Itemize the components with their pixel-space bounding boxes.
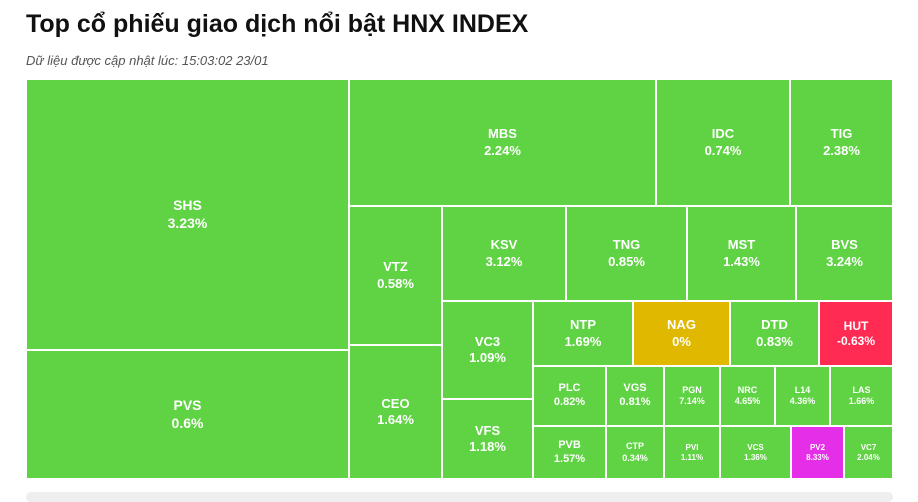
treemap-tile-vtz[interactable]: VTZ 0.58% <box>349 206 442 345</box>
tile-ticker: NAG <box>667 317 696 333</box>
tile-ticker: KSV <box>490 237 518 253</box>
treemap-tile-mst[interactable]: MST 1.43% <box>687 206 796 301</box>
tile-change: 1.18% <box>469 439 506 454</box>
treemap-tile-vc7[interactable]: VC7 2.04% <box>844 426 893 479</box>
tile-change: -0.63% <box>836 333 876 348</box>
treemap-tile-l14[interactable]: L14 4.36% <box>775 366 830 426</box>
treemap-tile-vcs[interactable]: VCS 1.36% <box>720 426 791 479</box>
treemap-tile-ntp[interactable]: NTP 1.69% <box>533 301 633 366</box>
tile-ticker: TIG <box>830 126 853 142</box>
tile-ticker: BVS <box>831 237 858 253</box>
tile-ticker: PVI <box>685 442 699 452</box>
treemap-tile-las[interactable]: LAS 1.66% <box>830 366 893 426</box>
treemap-tile-pvi[interactable]: PVI 1.11% <box>664 426 720 479</box>
treemap-tile-hut[interactable]: HUT -0.63% <box>819 301 893 366</box>
tile-ticker: VTZ <box>383 259 408 275</box>
treemap-tile-ceo[interactable]: CEO 1.64% <box>349 345 442 479</box>
tile-ticker: TNG <box>612 237 641 253</box>
tile-ticker: MBS <box>488 126 517 142</box>
treemap-tile-bvs[interactable]: BVS 3.24% <box>796 206 893 301</box>
tile-ticker: PGN <box>682 384 702 395</box>
tile-ticker: CEO <box>381 395 410 411</box>
treemap-tile-shs[interactable]: SHS 3.23% <box>26 79 349 350</box>
tile-change: 1.66% <box>848 396 875 406</box>
treemap-tile-vfs[interactable]: VFS 1.18% <box>442 399 533 479</box>
tile-change: 0.85% <box>608 253 645 269</box>
bottom-scroll-strip <box>26 492 893 502</box>
tile-ticker: PVS <box>173 397 202 413</box>
tile-change: 2.38% <box>823 142 860 158</box>
tile-change: 0.81% <box>619 396 651 408</box>
tile-change: 1.36% <box>744 452 767 462</box>
treemap-tile-tng[interactable]: TNG 0.85% <box>566 206 687 301</box>
tile-change: 0.58% <box>377 275 414 291</box>
tile-ticker: VGS <box>623 382 647 395</box>
treemap-tile-ksv[interactable]: KSV 3.12% <box>442 206 566 301</box>
treemap-tile-dtd[interactable]: DTD 0.83% <box>730 301 819 366</box>
tile-change: 4.65% <box>734 396 761 406</box>
tile-ticker: MST <box>727 237 756 253</box>
tile-ticker: L14 <box>794 384 811 395</box>
update-timestamp: Dữ liệu được cập nhật lúc: 15:03:02 23/0… <box>26 53 269 68</box>
tile-ticker: VC7 <box>860 442 877 452</box>
tile-change: 1.09% <box>469 350 506 365</box>
tile-change: 3.12% <box>485 253 523 269</box>
tile-ticker: CTP <box>626 441 644 452</box>
tile-change: 1.69% <box>564 333 602 349</box>
treemap-tile-pv2[interactable]: PV2 8.33% <box>791 426 844 479</box>
tile-change: 1.11% <box>680 452 704 462</box>
tile-change: 0% <box>672 333 691 349</box>
tile-ticker: NRC <box>737 384 758 395</box>
tile-change: 2.24% <box>484 142 521 158</box>
tile-change: 3.24% <box>826 253 863 269</box>
treemap-tile-nrc[interactable]: NRC 4.65% <box>720 366 775 426</box>
tile-change: 2.04% <box>857 452 880 462</box>
tile-change: 0.34% <box>622 452 648 463</box>
tile-change: 1.64% <box>377 412 414 427</box>
tile-change: 8.33% <box>806 452 829 462</box>
tile-ticker: SHS <box>173 197 202 213</box>
treemap-tile-plc[interactable]: PLC 0.82% <box>533 366 606 426</box>
tile-ticker: NTP <box>570 317 596 333</box>
tile-change: 0.83% <box>756 333 793 349</box>
tile-ticker: PVB <box>558 438 581 451</box>
tile-change: 0.74% <box>704 142 742 158</box>
treemap-tile-vgs[interactable]: VGS 0.81% <box>606 366 664 426</box>
tile-ticker: VCS <box>747 442 764 452</box>
treemap-tile-pgn[interactable]: PGN 7.14% <box>664 366 720 426</box>
treemap-tile-idc[interactable]: IDC 0.74% <box>656 79 790 206</box>
treemap-tile-vc3[interactable]: VC3 1.09% <box>442 301 533 399</box>
tile-ticker: DTD <box>761 317 788 333</box>
tile-change: 4.36% <box>789 396 816 406</box>
treemap-tile-pvs[interactable]: PVS 0.6% <box>26 350 349 479</box>
tile-change: 1.57% <box>553 452 586 465</box>
tile-change: 0.6% <box>171 414 204 431</box>
tile-change: 1.43% <box>723 253 760 269</box>
tile-ticker: HUT <box>843 318 869 333</box>
tile-ticker: IDC <box>711 126 735 142</box>
treemap-chart: SHS 3.23% PVS 0.6% MBS 2.24% IDC 0.74% TIG 2.38% V… <box>26 79 893 479</box>
tile-ticker: VC3 <box>474 333 501 349</box>
tile-ticker: LAS <box>852 384 871 395</box>
tile-ticker: PLC <box>558 382 581 395</box>
tile-ticker: PV2 <box>809 442 826 452</box>
tile-change: 3.23% <box>167 214 208 231</box>
treemap-tile-tig[interactable]: TIG 2.38% <box>790 79 893 206</box>
tile-ticker: VFS <box>474 422 501 438</box>
tile-change: 7.14% <box>679 396 705 406</box>
tile-change: 0.82% <box>553 396 586 408</box>
page-title: Top cổ phiếu giao dịch nổi bật HNX INDEX <box>26 10 529 38</box>
treemap-tile-ctp[interactable]: CTP 0.34% <box>606 426 664 479</box>
treemap-tile-mbs[interactable]: MBS 2.24% <box>349 79 656 206</box>
treemap-tile-nag[interactable]: NAG 0% <box>633 301 730 366</box>
treemap-tile-pvb[interactable]: PVB 1.57% <box>533 426 606 479</box>
